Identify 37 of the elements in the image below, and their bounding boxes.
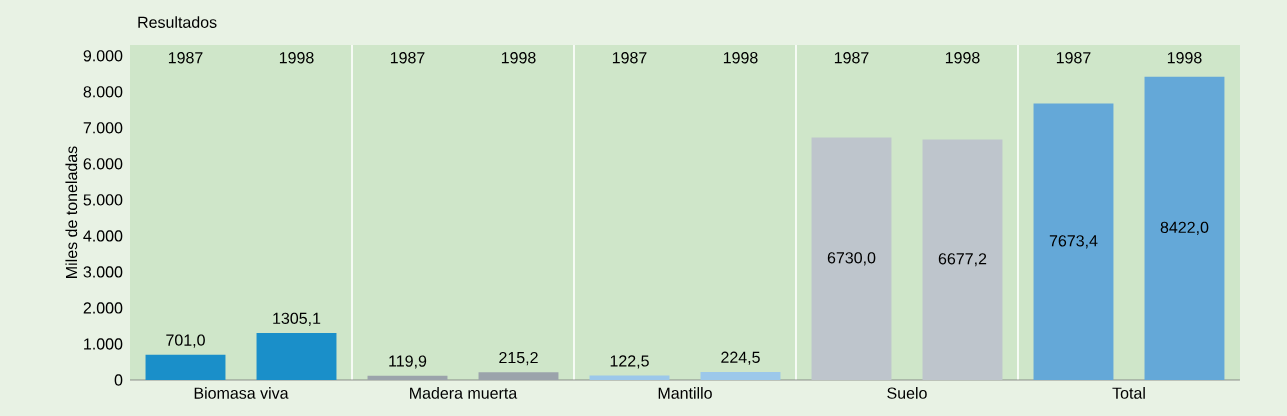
y-tick-label: 7.000: [83, 122, 123, 134]
y-tick-label: 3.000: [83, 266, 123, 278]
y-tick-label: 2.000: [83, 302, 123, 314]
text: 1998: [945, 52, 980, 64]
data-label: 6730,0: [827, 252, 876, 266]
data-label: 224,5: [721, 351, 760, 365]
text: 1987: [834, 52, 869, 64]
text: 1987: [612, 52, 647, 64]
text: 1987: [168, 52, 203, 64]
x-tick-label: Mantillo: [658, 387, 712, 399]
y-tick-label: 0: [114, 374, 123, 386]
text: 1998: [723, 52, 758, 64]
y-tick-label: 9.000: [83, 50, 123, 62]
data-label: 7673,4: [1049, 235, 1098, 249]
text: 1987: [1056, 52, 1091, 64]
data-label: 122,5: [610, 355, 649, 369]
y-tick-label: 8.000: [83, 86, 123, 98]
y-tick-label: 4.000: [83, 230, 123, 242]
x-tick-label: Biomasa viva: [194, 387, 289, 399]
data-label: 701,0: [166, 334, 205, 348]
text: 1987: [390, 52, 425, 64]
y-axis-title: Miles de toneladas: [65, 146, 78, 278]
x-tick-label: Total: [1112, 387, 1145, 399]
x-tick-label: Madera muerta: [410, 387, 518, 399]
chart-title: Resultados: [138, 16, 217, 28]
y-tick-label: 1.000: [84, 338, 123, 350]
text: 1998: [501, 52, 536, 64]
data-label: 8422,0: [1160, 221, 1209, 235]
text: 1998: [279, 52, 314, 64]
y-tick-label: 6.000: [83, 158, 123, 170]
data-label: 119,9: [389, 355, 427, 369]
y-tick-label: 5.000: [83, 194, 123, 206]
data-label: 215,2: [499, 351, 538, 366]
data-label: 6677,2: [938, 253, 987, 267]
series-label: 1998: [1167, 52, 1202, 64]
data-label: 1305,1: [273, 312, 321, 326]
x-tick-label: Suelo: [887, 387, 927, 399]
